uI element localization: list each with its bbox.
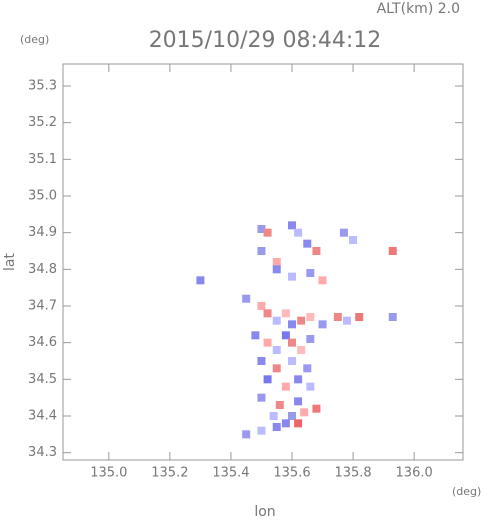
data-point xyxy=(297,316,306,325)
data-point xyxy=(349,236,358,244)
x-tick-label: 135.6 xyxy=(273,466,310,481)
data-point xyxy=(257,426,266,435)
data-point xyxy=(294,419,303,428)
data-point xyxy=(355,313,364,321)
data-point xyxy=(251,331,260,340)
data-point xyxy=(242,294,251,303)
data-point xyxy=(333,313,342,321)
data-point xyxy=(263,228,272,237)
data-point xyxy=(306,335,315,343)
y-tick-label: 35.0 xyxy=(28,189,57,204)
data-point xyxy=(312,247,321,255)
data-point xyxy=(281,382,290,391)
data-point xyxy=(294,397,303,406)
data-point xyxy=(300,408,309,417)
data-point xyxy=(272,346,281,354)
data-point xyxy=(263,338,272,347)
data-point xyxy=(388,313,397,321)
x-unit: (deg) xyxy=(452,485,481,498)
data-point xyxy=(196,276,205,285)
data-point xyxy=(281,419,290,428)
data-point xyxy=(263,309,272,318)
data-point xyxy=(272,265,281,274)
data-point xyxy=(272,364,281,373)
data-point xyxy=(288,412,297,420)
data-point xyxy=(342,316,351,325)
data-point xyxy=(281,309,290,318)
data-point xyxy=(269,412,278,420)
data-point xyxy=(288,357,297,365)
data-point xyxy=(272,258,281,266)
x-tick-label: 135.2 xyxy=(151,466,188,481)
y-tick-label: 34.7 xyxy=(28,299,57,314)
x-tick-label: 135.0 xyxy=(90,466,127,481)
data-point xyxy=(288,320,297,329)
y-unit: (deg) xyxy=(20,33,49,46)
y-tick-label: 34.9 xyxy=(28,225,57,240)
data-point xyxy=(272,316,281,325)
data-point xyxy=(306,382,315,391)
altitude-label: ALT(km) 2.0 xyxy=(377,1,460,17)
y-tick-label: 34.5 xyxy=(28,372,57,387)
data-point xyxy=(303,239,312,248)
y-tick-label: 35.3 xyxy=(28,79,57,94)
data-point xyxy=(297,346,306,354)
data-point xyxy=(257,225,266,233)
plot-frame xyxy=(62,63,464,461)
data-point xyxy=(257,247,266,255)
y-tick-label: 34.8 xyxy=(28,262,57,277)
x-tick-label: 135.8 xyxy=(334,466,371,481)
data-point xyxy=(272,423,281,431)
data-point xyxy=(275,401,284,409)
data-point xyxy=(294,228,303,237)
data-point xyxy=(303,364,312,373)
data-point xyxy=(294,375,303,384)
data-point xyxy=(312,404,321,413)
data-point xyxy=(257,302,266,310)
y-axis-label: lat xyxy=(2,253,18,271)
data-point xyxy=(339,228,348,237)
data-point xyxy=(242,430,251,439)
data-point xyxy=(288,338,297,347)
x-tick-label: 135.4 xyxy=(212,466,249,481)
y-tick-label: 34.4 xyxy=(28,409,57,424)
y-tick-label: 34.6 xyxy=(28,335,57,350)
data-point xyxy=(388,247,397,255)
y-tick-label: 35.1 xyxy=(28,152,57,167)
data-point xyxy=(288,221,297,230)
x-tick-label: 136.0 xyxy=(396,466,433,481)
x-axis-label: lon xyxy=(254,504,275,520)
y-tick-label: 34.3 xyxy=(28,445,57,460)
data-point xyxy=(306,313,315,321)
data-point xyxy=(281,331,290,340)
data-point xyxy=(318,320,327,329)
data-point xyxy=(306,269,315,277)
y-tick-label: 35.2 xyxy=(28,115,57,130)
data-point xyxy=(263,375,272,384)
chart-title: 2015/10/29 08:44:12 xyxy=(149,28,382,53)
data-point xyxy=(257,357,266,365)
data-point xyxy=(257,393,266,402)
data-point xyxy=(318,276,327,285)
data-point xyxy=(288,272,297,281)
